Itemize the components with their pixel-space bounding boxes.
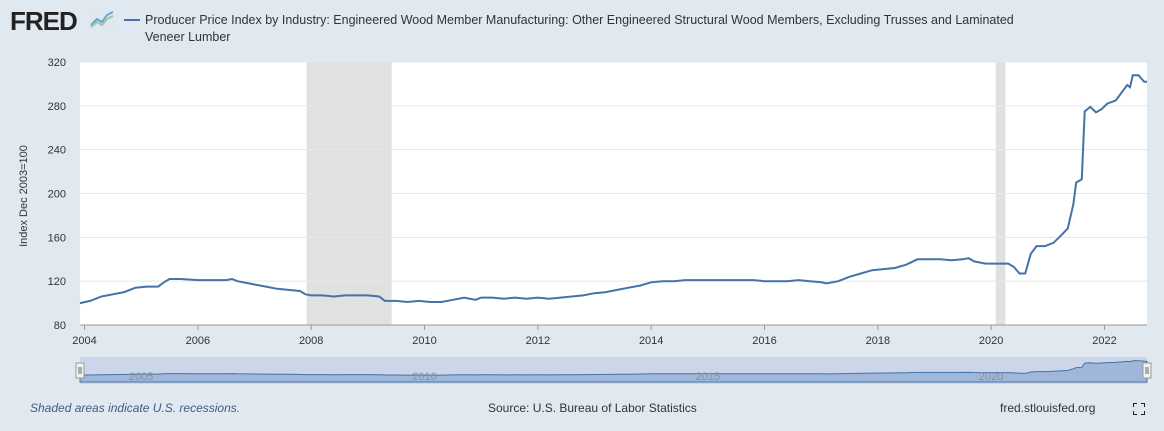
navigator-label: 2020 (979, 371, 1003, 383)
x-tick-label: 2004 (72, 335, 96, 347)
series-legend-swatch (124, 19, 140, 21)
y-tick-label: 80 (54, 320, 66, 332)
y-tick-label: 280 (48, 101, 66, 113)
x-tick-label: 2020 (979, 335, 1003, 347)
y-tick-label: 160 (48, 232, 66, 244)
navigator-handle-left[interactable] (75, 362, 85, 379)
y-tick-label: 120 (48, 276, 66, 288)
navigator-label: 2005 (129, 371, 153, 383)
y-tick-label: 240 (48, 145, 66, 157)
x-tick-label: 2016 (752, 335, 776, 347)
navigator-label: 2015 (696, 371, 720, 383)
x-tick-label: 2022 (1092, 335, 1116, 347)
series-line (79, 74, 1147, 305)
y-tick-label: 320 (48, 57, 66, 69)
x-tick-label: 2010 (412, 335, 436, 347)
x-tick-label: 2012 (526, 335, 550, 347)
source-text: Source: U.S. Bureau of Labor Statistics (488, 401, 697, 415)
navigator-handle-right[interactable] (1142, 362, 1152, 379)
site-link[interactable]: fred.stlouisfed.org (1000, 401, 1096, 415)
fred-logo[interactable]: FRED (10, 6, 78, 36)
fred-graph-icon (89, 9, 115, 29)
x-tick-label: 2018 (866, 335, 890, 347)
recession-note: Shaded areas indicate U.S. recessions. (30, 401, 241, 415)
y-tick-label: 200 (48, 189, 66, 201)
navigator-label: 2010 (412, 371, 436, 383)
x-tick-label: 2006 (186, 335, 210, 347)
x-tick-label: 2014 (639, 335, 663, 347)
chart-title: Producer Price Index by Industry: Engine… (145, 13, 1014, 44)
navigator-area (79, 360, 1148, 383)
x-tick-label: 2008 (299, 335, 323, 347)
fullscreen-icon[interactable] (1133, 403, 1145, 415)
